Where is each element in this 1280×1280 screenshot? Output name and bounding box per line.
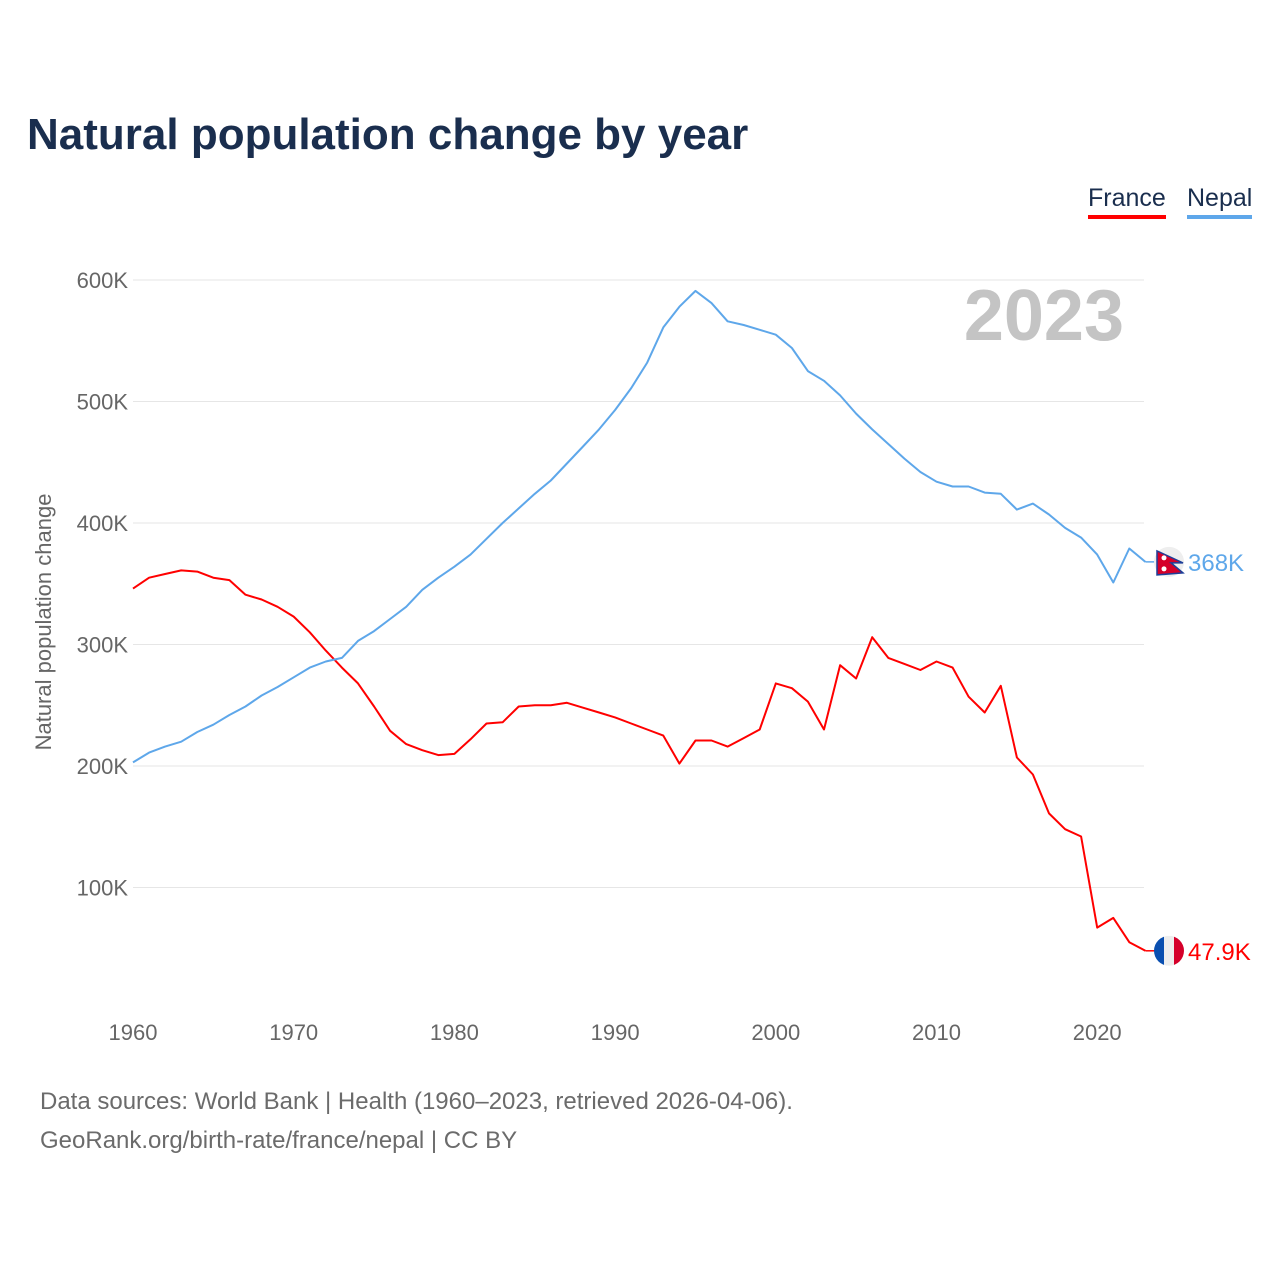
france-flag-icon [1154,935,1184,966]
chart-title: Natural population change by year [27,110,749,159]
x-tick-label: 1960 [109,1020,158,1045]
flag-red [1174,935,1184,966]
footer-link[interactable]: GeoRank.org/birth-rate/france/nepal | CC… [40,1127,518,1154]
x-tick-label: 2010 [912,1020,961,1045]
end-value-label-france: 47.9K [1188,939,1251,966]
y-tick-label: 300K [77,633,129,658]
x-tick-label: 1990 [591,1020,640,1045]
y-axis-label: Natural population change [31,494,56,751]
x-tick-label: 2000 [751,1020,800,1045]
nepal-flag-icon [1154,546,1185,577]
flag-moon [1161,555,1167,561]
legend-item-nepal[interactable]: Nepal [1187,184,1253,219]
y-tick-label: 200K [77,754,129,779]
flag-stripes [1154,935,1184,966]
y-tick-label: 100K [77,876,129,901]
flag-blue [1154,935,1164,966]
x-tick-label: 1970 [269,1020,318,1045]
year-watermark: 2023 [964,276,1124,356]
legend-item-france[interactable]: France [1088,184,1166,219]
y-tick-label: 600K [77,268,129,293]
flag-white [1164,935,1174,966]
y-tick-label: 500K [77,390,129,415]
series-line-france [132,569,1146,952]
y-tick-label: 400K [77,511,129,536]
x-tick-label: 2020 [1073,1020,1122,1045]
series-line-nepal [132,289,1147,764]
end-value-label-nepal: 368K [1188,550,1244,577]
footer-source: Data sources: World Bank | Health (1960–… [40,1088,793,1115]
x-tick-label: 1980 [430,1020,479,1045]
flag-sun [1161,566,1167,572]
